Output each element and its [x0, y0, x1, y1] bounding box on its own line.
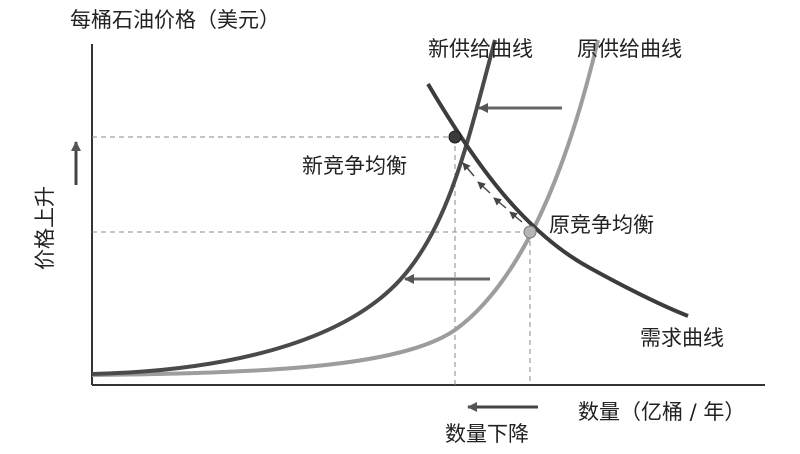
new-supply-label: 新供给曲线 — [428, 37, 533, 61]
shift-arrow — [477, 181, 491, 194]
shift-arrow — [493, 197, 507, 209]
x-axis-label: 数量（亿桶 / 年） — [578, 400, 745, 424]
quantity-down-label: 数量下降 — [445, 422, 529, 446]
price-up-label: 价格上升 — [33, 186, 57, 270]
shift-arrow — [509, 211, 523, 223]
shift-arrow — [462, 162, 475, 177]
y-axis-label: 每桶石油价格（美元） — [70, 8, 280, 32]
new-equilibrium-point — [448, 130, 462, 144]
axes — [91, 44, 765, 386]
demand-curve — [426, 82, 689, 318]
old-supply-curve — [91, 39, 600, 377]
old-equilibrium-point — [523, 225, 537, 239]
new-supply-curve — [91, 39, 497, 376]
new-equilibrium-label: 新竞争均衡 — [302, 154, 407, 178]
guide-lines — [92, 136, 531, 385]
old-supply-label: 原供给曲线 — [577, 37, 682, 61]
equilibrium-shift-arrows — [462, 162, 523, 223]
old-equilibrium-label: 原竞争均衡 — [549, 213, 654, 237]
demand-label: 需求曲线 — [640, 326, 724, 350]
